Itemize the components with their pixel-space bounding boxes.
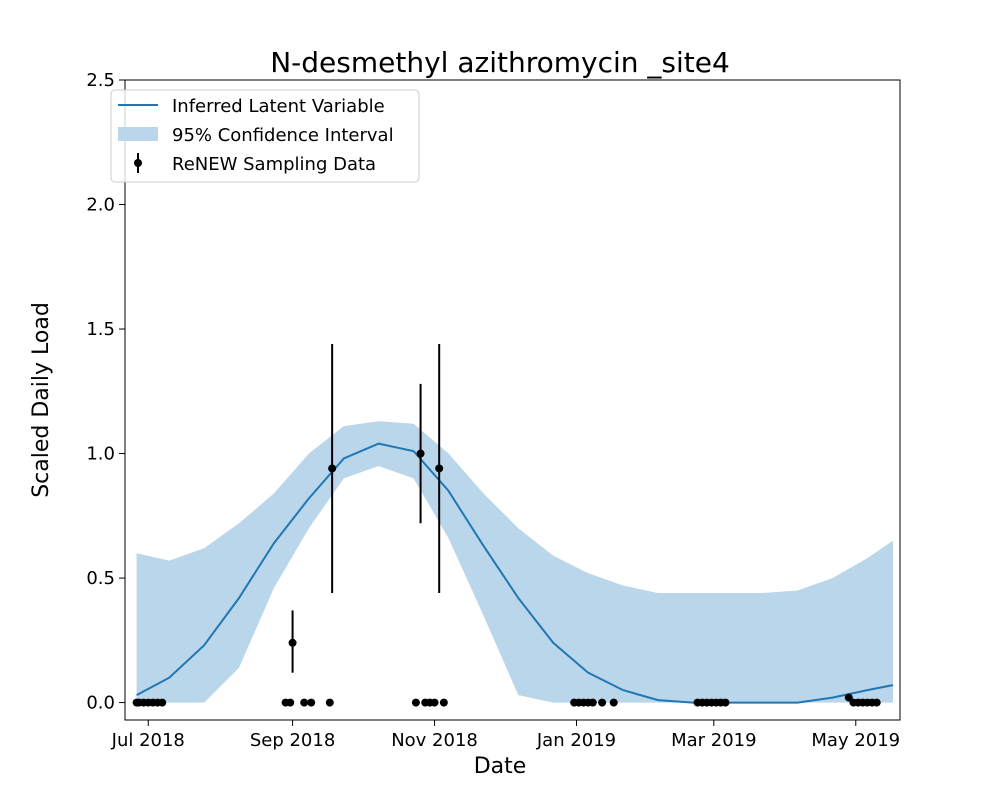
data-point	[609, 698, 618, 707]
data-point	[411, 698, 420, 707]
x-axis-label: Date	[474, 754, 527, 779]
x-tick-label: Jul 2018	[111, 730, 185, 751]
x-tick-label: May 2019	[811, 730, 900, 751]
data-point	[435, 464, 444, 473]
axes: 0.0 0.5 1.0 1.5 2.0 2.5 Jul 2018 Sep 2018 Nov 20…	[86, 70, 900, 751]
y-tick-label: 0.0	[86, 693, 115, 714]
latent-variable-line	[136, 442, 894, 704]
chart-title: N-desmethyl azithromycin _site4	[270, 46, 730, 79]
plot-area	[132, 343, 894, 707]
x-tick-label: Jan 2019	[536, 730, 616, 751]
y-tick-label: 2.5	[86, 70, 115, 91]
data-point	[158, 698, 167, 707]
data-point	[721, 698, 730, 707]
data-point	[416, 449, 425, 458]
data-point	[300, 698, 309, 707]
x-tick-label: Sep 2018	[250, 730, 335, 751]
data-point	[872, 698, 881, 707]
plot-frame	[124, 79, 901, 721]
y-tick-label: 0.5	[86, 568, 115, 589]
legend-label-points: ReNEW Sampling Data	[172, 154, 376, 175]
data-point	[328, 464, 337, 473]
y-axis-label: Scaled Daily Load	[29, 302, 54, 498]
y-tick-label: 2.0	[86, 195, 115, 216]
legend: Inferred Latent Variable 95% Confidence …	[110, 89, 420, 183]
data-point	[588, 698, 597, 707]
data-point	[286, 698, 295, 707]
legend-label-line: Inferred Latent Variable	[172, 96, 385, 117]
data-point	[307, 698, 316, 707]
y-tick-label: 1.5	[86, 319, 115, 340]
legend-band-swatch	[118, 127, 158, 141]
legend-point-swatch	[134, 159, 142, 167]
data-point	[430, 698, 439, 707]
legend-box	[110, 89, 420, 183]
confidence-band	[136, 421, 894, 703]
data-point	[288, 638, 297, 647]
legend-label-band: 95% Confidence Interval	[172, 125, 394, 146]
y-tick-label: 1.0	[86, 444, 115, 465]
x-tick-label: Nov 2018	[391, 730, 478, 751]
data-point	[598, 698, 607, 707]
x-tick-label: Mar 2019	[671, 730, 757, 751]
data-point	[325, 698, 334, 707]
data-point	[439, 698, 448, 707]
